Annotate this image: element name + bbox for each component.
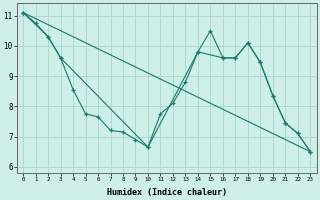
- X-axis label: Humidex (Indice chaleur): Humidex (Indice chaleur): [107, 188, 227, 197]
